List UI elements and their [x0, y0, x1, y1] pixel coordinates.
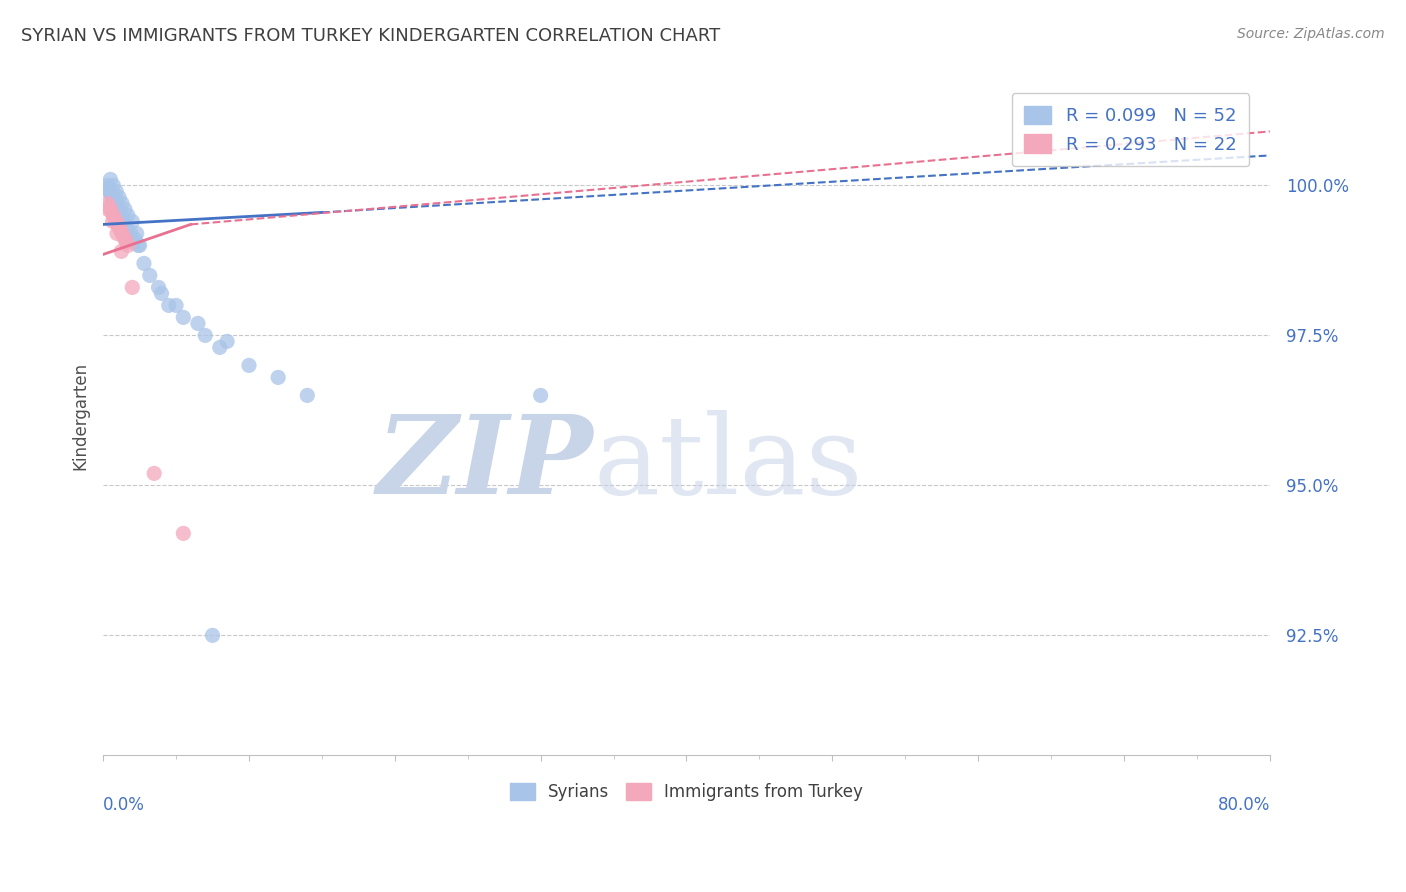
- Point: [96, 178, 118, 193]
- Point: [124, 232, 146, 246]
- Point: [128, 238, 150, 252]
- Text: ZIP: ZIP: [377, 410, 593, 517]
- Point: [103, 194, 125, 208]
- Point: [148, 280, 170, 294]
- Point: [107, 202, 129, 217]
- Point: [115, 223, 138, 237]
- Point: [110, 209, 132, 223]
- Point: [112, 218, 135, 232]
- Point: [112, 214, 135, 228]
- Point: [101, 190, 124, 204]
- Point: [194, 328, 217, 343]
- Point: [172, 310, 194, 325]
- Point: [103, 178, 125, 193]
- Point: [115, 220, 138, 235]
- Point: [208, 340, 231, 354]
- Point: [112, 229, 135, 244]
- Point: [101, 214, 124, 228]
- Point: [187, 317, 209, 331]
- Point: [110, 244, 132, 259]
- Point: [111, 214, 134, 228]
- Point: [122, 235, 145, 250]
- Point: [97, 181, 120, 195]
- Point: [139, 268, 162, 283]
- Point: [104, 196, 127, 211]
- Point: [127, 238, 149, 252]
- Point: [117, 209, 139, 223]
- Point: [267, 370, 290, 384]
- Point: [101, 190, 124, 204]
- Y-axis label: Kindergarten: Kindergarten: [72, 362, 89, 470]
- Point: [105, 214, 128, 228]
- Point: [103, 209, 125, 223]
- Point: [105, 185, 128, 199]
- Point: [108, 220, 131, 235]
- Point: [97, 185, 120, 199]
- Point: [104, 211, 127, 226]
- Point: [143, 467, 166, 481]
- Point: [114, 202, 136, 217]
- Point: [108, 209, 131, 223]
- Point: [96, 196, 118, 211]
- Point: [105, 227, 128, 241]
- Text: SYRIAN VS IMMIGRANTS FROM TURKEY KINDERGARTEN CORRELATION CHART: SYRIAN VS IMMIGRANTS FROM TURKEY KINDERG…: [21, 27, 720, 45]
- Point: [115, 235, 138, 250]
- Point: [100, 172, 122, 186]
- Point: [125, 227, 148, 241]
- Point: [97, 202, 120, 217]
- Text: 80.0%: 80.0%: [1218, 796, 1270, 814]
- Point: [101, 205, 124, 219]
- Point: [530, 388, 553, 402]
- Point: [238, 359, 260, 373]
- Point: [150, 286, 173, 301]
- Point: [120, 229, 142, 244]
- Text: atlas: atlas: [593, 410, 863, 517]
- Point: [107, 205, 129, 219]
- Point: [121, 214, 143, 228]
- Point: [201, 628, 224, 642]
- Point: [108, 190, 131, 204]
- Point: [104, 196, 127, 211]
- Point: [121, 280, 143, 294]
- Point: [111, 227, 134, 241]
- Point: [297, 388, 319, 402]
- Point: [117, 238, 139, 252]
- Legend: Syrians, Immigrants from Turkey: Syrians, Immigrants from Turkey: [503, 777, 870, 808]
- Point: [98, 185, 121, 199]
- Point: [100, 202, 122, 217]
- Point: [111, 196, 134, 211]
- Point: [110, 211, 132, 226]
- Point: [172, 526, 194, 541]
- Point: [165, 298, 187, 312]
- Point: [132, 256, 155, 270]
- Point: [97, 199, 120, 213]
- Text: 0.0%: 0.0%: [103, 796, 145, 814]
- Point: [110, 223, 132, 237]
- Point: [107, 218, 129, 232]
- Point: [120, 227, 142, 241]
- Point: [100, 187, 122, 202]
- Point: [217, 334, 239, 349]
- Text: Source: ZipAtlas.com: Source: ZipAtlas.com: [1237, 27, 1385, 41]
- Point: [114, 232, 136, 246]
- Point: [157, 298, 180, 312]
- Point: [114, 220, 136, 235]
